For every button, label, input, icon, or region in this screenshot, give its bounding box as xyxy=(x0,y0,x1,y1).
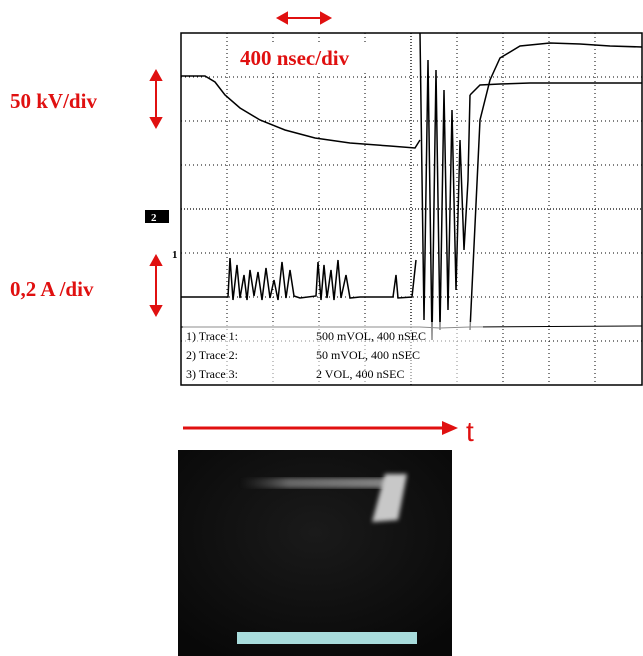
legend-label: 3) Trace 3: xyxy=(186,367,238,381)
timebase-label: 400 nsec/div xyxy=(240,46,350,70)
legend-label: 1) Trace 1: xyxy=(186,329,238,343)
legend-setting: 2 VOL, 400 nSEC xyxy=(316,367,404,381)
current-scale: 0,2 A /div xyxy=(10,277,94,301)
time-arrow xyxy=(183,421,458,435)
voltage-scale: 50 kV/div xyxy=(10,89,97,113)
scope-screen: 1) Trace 1: 500 mVOL, 400 nSEC 2) Trace … xyxy=(180,32,643,386)
legend-setting: 500 mVOL, 400 nSEC xyxy=(316,329,426,343)
time-label: t xyxy=(466,416,474,447)
legend-setting: 50 mVOL, 400 nSEC xyxy=(316,348,420,362)
channel-marker xyxy=(145,210,169,223)
legend-label: 2) Trace 2: xyxy=(186,348,238,362)
streak-image xyxy=(178,450,452,656)
marker-label: 2 xyxy=(151,212,157,224)
scale-arrows xyxy=(149,11,333,318)
marker-label: 1 xyxy=(172,249,178,261)
